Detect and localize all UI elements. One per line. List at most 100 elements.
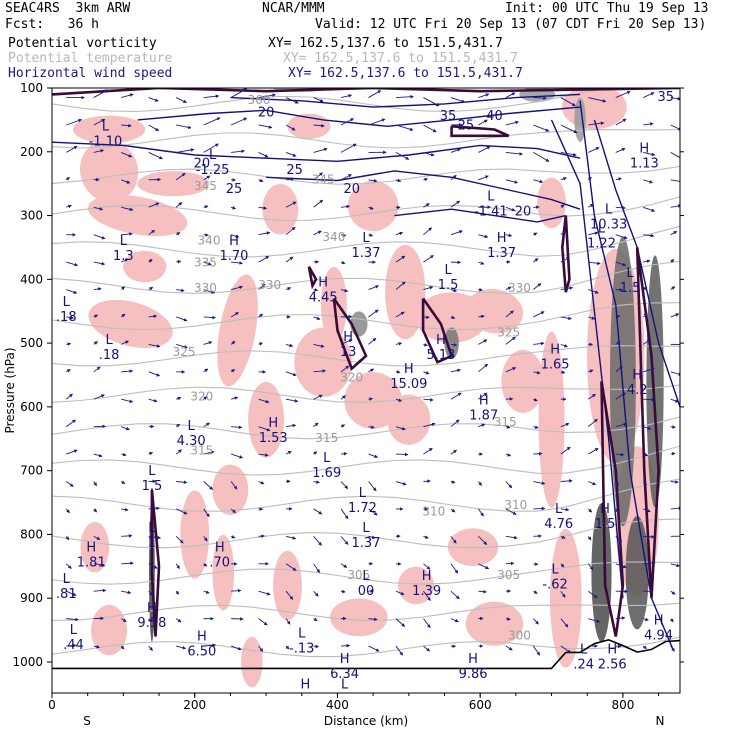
wind-vector (588, 147, 600, 153)
wind-vector (615, 563, 627, 569)
wind-vector (670, 231, 678, 236)
wind-vector (395, 481, 407, 486)
wind-vector (450, 536, 457, 544)
wind-vector (148, 535, 162, 540)
wind-vector (176, 288, 185, 293)
theta-contour (52, 345, 680, 367)
wind-vector (670, 590, 676, 595)
wind-vector (148, 202, 160, 208)
wind-vector (203, 643, 217, 648)
extremum-value: .70 (209, 555, 230, 570)
y-tick-label: 900 (20, 591, 43, 605)
wind-vector (285, 563, 297, 571)
wind-vector (560, 590, 566, 598)
wind-vector (66, 369, 71, 373)
theta-contour (52, 416, 680, 440)
wind-vector (340, 94, 352, 99)
theta-contour (52, 225, 680, 258)
wind-vector (450, 590, 460, 600)
extremum-mark: H (479, 394, 489, 409)
wind-vector (203, 94, 220, 99)
wind-vector (533, 179, 544, 184)
wind-vector (203, 261, 212, 266)
theta-label: 345 (194, 179, 217, 193)
wind-vector (148, 506, 160, 511)
wind-vector (313, 288, 319, 292)
y-tick-label: 300 (20, 209, 43, 223)
wind-vector (643, 426, 652, 430)
wind-vector (533, 283, 542, 290)
extremum-mark: L (605, 202, 613, 217)
theta-contour (52, 196, 680, 221)
wind-speed-label: 25 (458, 118, 475, 133)
wind-vector (147, 618, 152, 623)
wind-vector (615, 314, 621, 319)
pv-dark-region (625, 516, 649, 630)
wind-vector (615, 261, 627, 267)
wind-vector (313, 617, 318, 621)
wind-vector (533, 451, 543, 456)
pv-shading-region (347, 180, 399, 232)
wind-vector (478, 146, 491, 153)
extremum-value: 13 (340, 345, 357, 360)
wind-vector (505, 286, 512, 290)
wind-vector (505, 367, 517, 373)
wind-vector (66, 643, 77, 648)
y-tick-label: 500 (20, 336, 43, 350)
extremum-mark: L (105, 333, 113, 348)
extremum-mark: H (632, 368, 642, 383)
wind-vector (505, 535, 518, 540)
extremum-value: 4.45 (309, 291, 338, 306)
wind-vector (615, 616, 626, 620)
wind-vector (340, 233, 347, 237)
pv-contour (600, 381, 625, 637)
extremum-value: 10.33 (590, 217, 627, 232)
wind-vector (65, 563, 72, 569)
pv-dark-region (646, 255, 664, 508)
forecast-hour: Fcst: 36 h (5, 17, 99, 32)
wind-vector (478, 481, 482, 486)
wind-vector (588, 289, 599, 294)
wind-vector (560, 446, 571, 455)
wind-vector (313, 343, 325, 348)
wind-vector (478, 119, 488, 126)
wind-vector (175, 508, 188, 515)
wind-vector (395, 231, 404, 236)
wind-vector (258, 178, 264, 183)
wind-vector (230, 340, 236, 345)
wind-vector (340, 451, 348, 456)
wind-vector (533, 562, 539, 566)
wind-vector (258, 645, 264, 652)
extremum-value: 1.37 (352, 246, 381, 261)
wind-vector (643, 92, 655, 98)
y-tick-label: 200 (20, 145, 43, 159)
wind-vector (285, 124, 296, 131)
wind-vector (121, 258, 129, 263)
wind-vector (175, 423, 181, 428)
wind-vector (175, 618, 182, 623)
wind-vector (450, 618, 459, 623)
wind-vector (121, 369, 134, 373)
pv-shading-region (262, 183, 299, 235)
extremum-value: 1.5 (595, 517, 616, 532)
extremum-mark: H (654, 614, 664, 629)
extremum-mark: H (215, 540, 225, 555)
wind-vector (368, 535, 376, 540)
wind-vector (505, 336, 516, 345)
extremum-value: 00 (358, 584, 375, 599)
wind-vector (560, 422, 570, 428)
wind-vector (560, 204, 565, 209)
wind-vector (121, 152, 133, 158)
wind-vector (423, 227, 433, 236)
theta-contour (52, 636, 680, 658)
wind-vector (66, 315, 75, 320)
wind-vector (505, 206, 516, 212)
wind-vector (560, 286, 574, 290)
extremum-mark: L (209, 148, 217, 163)
wind-vector (66, 289, 78, 294)
wind-vector (313, 123, 325, 128)
extremum-value: 1.3 (113, 249, 134, 264)
pv-contour (332, 297, 368, 371)
wind-vector (230, 645, 242, 651)
wind-speed-contour (137, 106, 581, 128)
